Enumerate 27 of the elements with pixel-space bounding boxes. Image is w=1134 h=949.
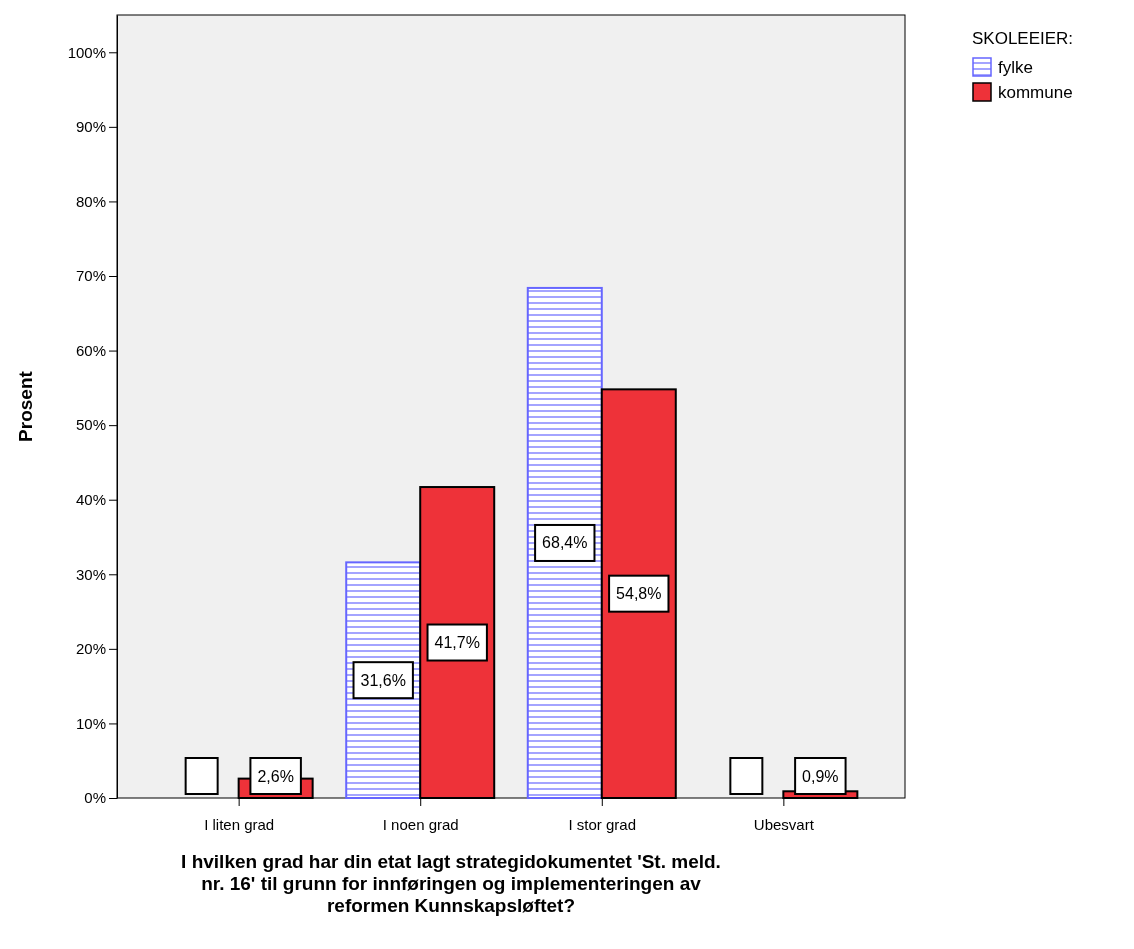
y-axis-title: Prosent	[15, 370, 36, 442]
y-tick-label: 40%	[75, 491, 106, 509]
x-axis-title: I hvilken grad har din etat lagt strategidokumentet 'St. meld. nr. 16' til grunn for innføringen og implementeringen av reformen Kunnskapsløftet?	[181, 851, 721, 916]
y-tick-label: 70%	[75, 267, 106, 285]
y-tick-label: 10%	[75, 714, 106, 732]
y-tick-label: 50%	[75, 416, 106, 434]
y-tick-label: 60%	[75, 341, 106, 359]
data-label: 54,8%	[616, 585, 662, 603]
legend-label: fylke	[998, 58, 1033, 77]
x-tick-label: Ubesvart	[753, 816, 815, 833]
y-tick-label: 20%	[75, 640, 106, 658]
data-label: 68,4%	[542, 534, 588, 552]
data-label: 41,7%	[434, 634, 480, 652]
y-tick-label: 90%	[75, 118, 106, 136]
data-label: 2,6%	[257, 767, 294, 785]
legend-title: SKOLEEIER:	[972, 29, 1074, 48]
x-tick-label: I liten grad	[204, 816, 275, 833]
data-label: 31,6%	[360, 671, 406, 689]
bar	[526, 286, 603, 799]
x-tick-label: I stor grad	[568, 816, 637, 833]
y-tick-label: 80%	[75, 192, 106, 210]
y-tick-label: 100%	[67, 43, 106, 61]
y-tick-label: 0%	[84, 789, 106, 807]
x-tick-label: I noen grad	[382, 816, 459, 833]
y-tick-label: 30%	[75, 565, 106, 583]
legend-label: kommune	[998, 83, 1073, 102]
data-label: 0,9%	[802, 767, 839, 785]
